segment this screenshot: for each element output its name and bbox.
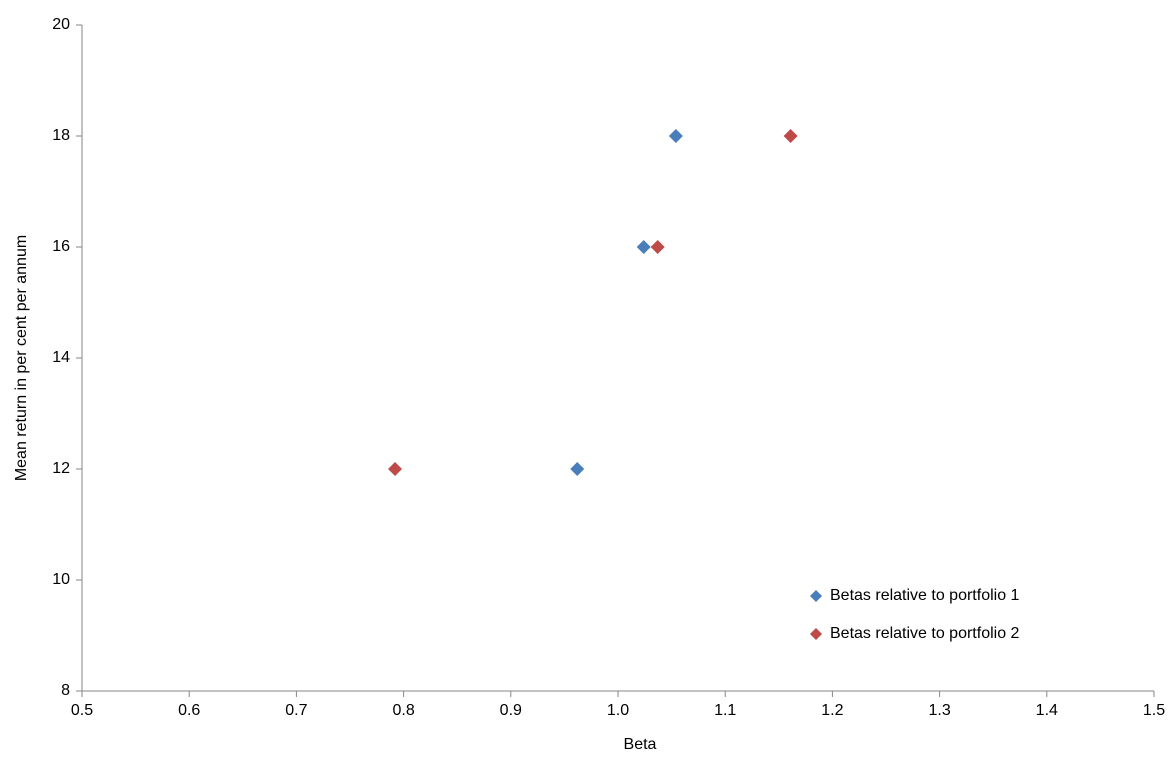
point xyxy=(783,129,798,143)
y-axis-label: Mean return in per cent per annum xyxy=(13,235,30,481)
x-axis-label: Beta xyxy=(624,736,657,753)
y-tick-label: 12 xyxy=(52,460,70,477)
point xyxy=(650,240,665,254)
x-tick-label: 0.7 xyxy=(285,702,307,719)
y-tick-label: 10 xyxy=(52,571,70,588)
y-tick-label: 8 xyxy=(61,682,70,699)
legend-marker xyxy=(810,590,822,602)
legend-label: Betas relative to portfolio 2 xyxy=(830,625,1020,642)
x-tick-label: 1.3 xyxy=(928,702,950,719)
legend-label: Betas relative to portfolio 1 xyxy=(830,587,1020,604)
x-tick-label: 0.6 xyxy=(178,702,200,719)
x-tick-label: 0.8 xyxy=(392,702,414,719)
point xyxy=(388,462,403,476)
x-tick-label: 1.4 xyxy=(1036,702,1058,719)
y-tick-label: 20 xyxy=(52,16,70,33)
y-tick-label: 14 xyxy=(52,349,70,366)
x-tick-label: 0.5 xyxy=(71,702,93,719)
point xyxy=(570,462,585,476)
x-tick-label: 1.1 xyxy=(714,702,736,719)
point xyxy=(668,129,683,143)
x-tick-label: 1.5 xyxy=(1143,702,1165,719)
x-tick-label: 1.2 xyxy=(821,702,843,719)
legend-marker xyxy=(810,628,822,640)
x-tick-label: 1.0 xyxy=(607,702,629,719)
y-tick-label: 18 xyxy=(52,127,70,144)
y-tick-label: 16 xyxy=(52,238,70,255)
point xyxy=(636,240,651,254)
x-tick-label: 0.9 xyxy=(500,702,522,719)
